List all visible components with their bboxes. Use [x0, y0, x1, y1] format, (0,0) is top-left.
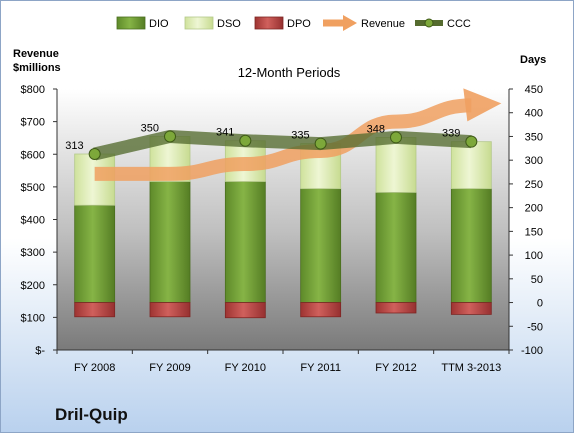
- right-tick-label: 300: [525, 155, 543, 167]
- ccc-data-label: 335: [291, 130, 309, 142]
- dio-bar: [224, 181, 266, 303]
- right-tick-label: 400: [525, 108, 543, 120]
- x-tick-label: FY 2011: [300, 362, 341, 374]
- left-tick-label: $200: [21, 280, 45, 292]
- legend-item-dio: DIO: [116, 16, 169, 30]
- legend-swatch: [116, 16, 146, 30]
- right-tick-label: 150: [525, 226, 543, 238]
- ccc-point: [88, 148, 101, 161]
- dpo-bar: [224, 302, 266, 319]
- ccc-point: [465, 135, 478, 148]
- ccc-data-label: 313: [65, 140, 83, 152]
- revenue-arrow-head: [463, 88, 502, 122]
- dpo-bar: [149, 302, 191, 318]
- dso-bar: [450, 141, 492, 190]
- dio-bar: [450, 188, 492, 303]
- right-tick-label: 450: [525, 84, 543, 96]
- legend-label: DSO: [217, 18, 241, 30]
- right-tick-label: 200: [525, 203, 543, 215]
- chart-title: 12-Month Periods: [238, 65, 341, 80]
- ccc-data-label: 350: [141, 122, 159, 134]
- right-tick-label: 50: [531, 274, 543, 286]
- dpo-bar: [375, 302, 417, 314]
- ccc-point: [314, 137, 327, 150]
- left-tick-label: $700: [21, 117, 45, 129]
- left-tick-label: $400: [21, 215, 45, 227]
- legend-item-dso: DSO: [184, 16, 241, 30]
- x-tick-label: FY 2008: [74, 362, 115, 374]
- right-axis-label: Days: [520, 54, 546, 66]
- dio-bar: [300, 188, 342, 303]
- legend-item-revenue: Revenue: [323, 15, 405, 31]
- left-tick-label: $600: [21, 149, 45, 161]
- legend-item-ccc: CCC: [415, 18, 471, 30]
- right-tick-label: 250: [525, 179, 543, 191]
- right-tick-label: 350: [525, 131, 543, 143]
- ccc-point: [239, 134, 252, 147]
- ccc-data-label: 339: [442, 128, 460, 140]
- dio-bar: [375, 192, 417, 303]
- left-axis-label-line2: $millions: [13, 62, 61, 74]
- legend-label: CCC: [447, 18, 471, 30]
- left-tick-label: $300: [21, 247, 45, 259]
- right-tick-label: -50: [527, 321, 543, 333]
- right-tick-label: 100: [525, 250, 543, 262]
- dpo-bar: [300, 302, 342, 318]
- dio-bar: [149, 181, 191, 303]
- ccc-point: [390, 131, 402, 144]
- x-tick-label: TTM 3-2013: [441, 362, 501, 374]
- legend-swatch: [184, 16, 214, 30]
- dio-bar: [74, 204, 116, 303]
- legend-swatch: [254, 16, 284, 30]
- legend-item-dpo: DPO: [254, 16, 311, 30]
- left-tick-label: $-: [35, 345, 45, 357]
- legend-label: DPO: [287, 18, 311, 30]
- legend-label: DIO: [149, 18, 169, 30]
- company-name: Dril-Quip: [55, 405, 128, 424]
- ccc-data-label: 341: [216, 127, 234, 139]
- left-tick-label: $500: [21, 182, 45, 194]
- dpo-bar: [74, 302, 116, 318]
- right-tick-label: -100: [521, 345, 543, 357]
- x-tick-label: FY 2012: [375, 362, 416, 374]
- ccc-data-label: 348: [367, 123, 385, 135]
- left-axis-label-line1: Revenue: [13, 48, 59, 60]
- left-tick-label: $800: [21, 84, 45, 96]
- dpo-bar: [450, 302, 492, 315]
- legend-marker: [424, 18, 434, 28]
- ccc-point: [164, 130, 176, 143]
- ccc-line: [93, 129, 472, 161]
- x-tick-label: FY 2009: [149, 362, 190, 374]
- x-tick-label: FY 2010: [225, 362, 266, 374]
- revenue-trend-line: [94, 98, 472, 181]
- legend-arrow-head: [343, 15, 357, 31]
- plot-area: [57, 89, 509, 350]
- left-tick-label: $100: [21, 312, 45, 324]
- dso-bar: [375, 137, 417, 193]
- legend-label: Revenue: [361, 18, 405, 30]
- right-tick-label: 0: [537, 298, 543, 310]
